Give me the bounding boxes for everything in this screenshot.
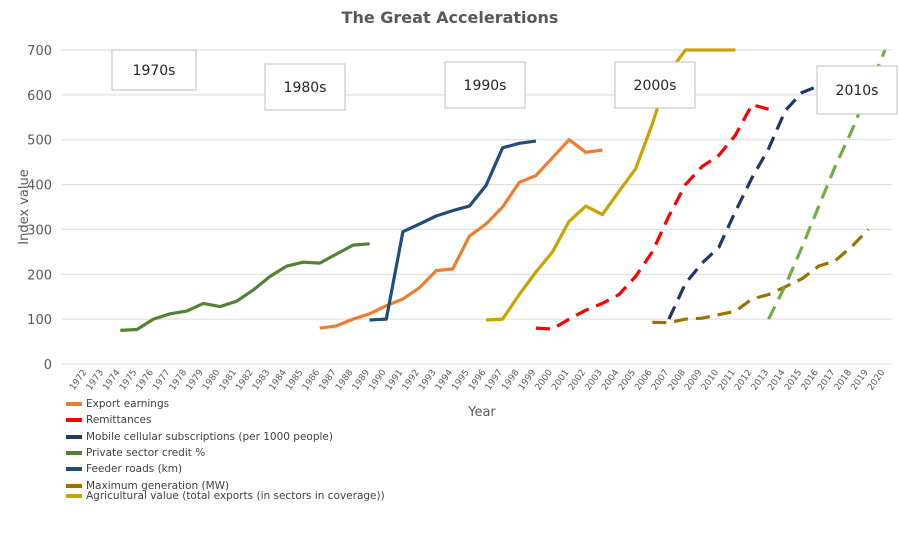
legend: Export earnings Remittances Mobile cellula… bbox=[66, 396, 385, 504]
legend-item: Private sector credit % bbox=[66, 445, 385, 461]
legend-swatch bbox=[66, 434, 82, 439]
annotation-box bbox=[264, 63, 346, 111]
annotation-box bbox=[111, 49, 197, 91]
legend-swatch bbox=[66, 483, 82, 488]
legend-swatch bbox=[66, 493, 82, 498]
annotation-label: 1970s bbox=[133, 63, 176, 79]
legend-label: Mobile cellular subscriptions (per 1000 … bbox=[86, 430, 333, 443]
legend-label: Agricultural value (total exports (in se… bbox=[86, 489, 385, 502]
legend-item: Feeder roads (km) bbox=[66, 461, 385, 477]
legend-swatch bbox=[66, 418, 82, 423]
chart-title: The Great Accelerations bbox=[341, 8, 559, 27]
legend-label: Remittances bbox=[86, 414, 152, 427]
legend-swatch bbox=[66, 402, 82, 407]
legend-label: Maximum generation (MW) bbox=[86, 479, 230, 492]
legend-item: Export earnings bbox=[66, 396, 385, 412]
legend-swatch bbox=[66, 451, 82, 456]
y-tick-label: 300 bbox=[27, 223, 52, 238]
legend-label: Export earnings bbox=[86, 398, 170, 411]
series-line-5 bbox=[652, 228, 870, 325]
series-line-0 bbox=[319, 138, 603, 330]
annotation-box bbox=[816, 65, 898, 115]
series-line-2 bbox=[667, 84, 820, 320]
y-tick-label: 100 bbox=[27, 313, 52, 328]
legend-swatch bbox=[66, 467, 82, 472]
annotation-box bbox=[444, 61, 526, 109]
legend-item: Maximum generation (MW) bbox=[66, 477, 385, 493]
series-line-3 bbox=[120, 242, 370, 332]
legend-label: Private sector credit % bbox=[86, 447, 206, 460]
y-axis-label: Index value bbox=[17, 169, 32, 244]
legend-item: Mobile cellular subscriptions (per 1000 … bbox=[66, 429, 385, 445]
annotation-label: 2010s bbox=[836, 83, 879, 99]
y-tick-label: 0 bbox=[44, 358, 52, 373]
y-tick-label: 400 bbox=[27, 179, 52, 194]
x-tick-label: 2020 bbox=[866, 368, 887, 393]
x-axis-label: Year bbox=[467, 405, 496, 420]
legend-item: Remittances bbox=[66, 412, 385, 428]
y-tick-label: 200 bbox=[27, 268, 52, 283]
y-tick-label: 700 bbox=[27, 44, 52, 59]
annotation-label: 1980s bbox=[284, 80, 327, 96]
legend-item: Agricultural value (total exports (in se… bbox=[66, 488, 385, 504]
annotation-label: 1990s bbox=[464, 78, 507, 94]
annotation-label: 2000s bbox=[634, 78, 677, 94]
annotation-box bbox=[614, 61, 696, 109]
y-tick-label: 600 bbox=[27, 89, 52, 104]
y-tick-label: 500 bbox=[27, 134, 52, 149]
series-line-6 bbox=[485, 48, 736, 322]
legend-label: Feeder roads (km) bbox=[86, 463, 183, 476]
series-line-4 bbox=[369, 139, 537, 322]
